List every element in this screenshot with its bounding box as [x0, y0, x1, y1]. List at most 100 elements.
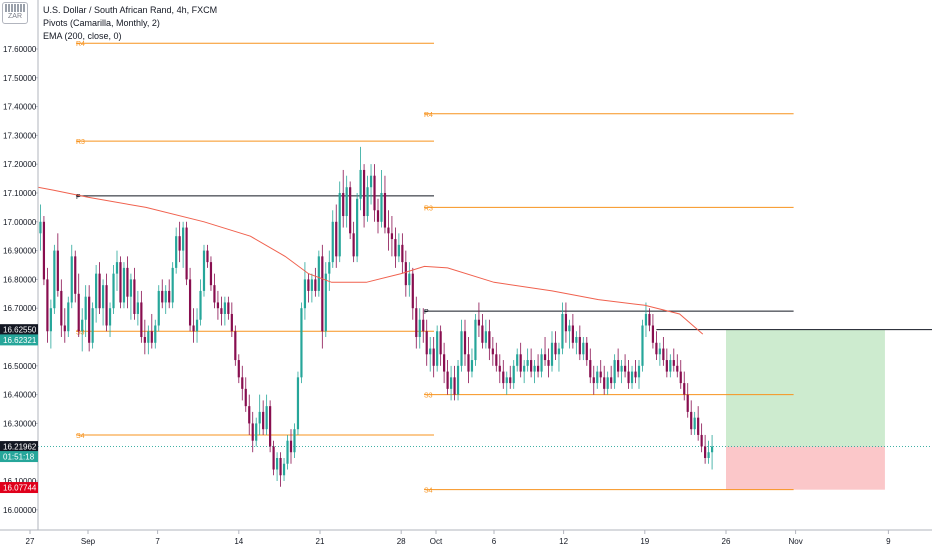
candle-body[interactable]	[655, 342, 658, 355]
candle-body[interactable]	[46, 279, 49, 332]
candle-body[interactable]	[453, 377, 456, 395]
candle-body[interactable]	[634, 371, 637, 378]
candle-body[interactable]	[610, 377, 613, 384]
candle-body[interactable]	[251, 423, 254, 441]
candle-body[interactable]	[651, 325, 655, 343]
candle-body[interactable]	[63, 325, 66, 332]
candle-body[interactable]	[620, 365, 623, 372]
candle-body[interactable]	[182, 227, 185, 251]
candle-body[interactable]	[606, 377, 609, 389]
candle-body[interactable]	[498, 365, 501, 372]
candle-body[interactable]	[648, 313, 651, 326]
candle-body[interactable]	[119, 262, 122, 303]
candle-body[interactable]	[209, 262, 213, 286]
candle-body[interactable]	[550, 342, 554, 366]
candle-body[interactable]	[686, 394, 689, 412]
candle-body[interactable]	[397, 244, 400, 257]
candle-body[interactable]	[161, 290, 164, 303]
candle-body[interactable]	[415, 308, 418, 338]
candle-body[interactable]	[60, 290, 63, 326]
candle-body[interactable]	[516, 354, 519, 366]
candle-body[interactable]	[603, 377, 606, 389]
candle-body[interactable]	[540, 354, 543, 372]
candle-body[interactable]	[286, 440, 289, 464]
candle-body[interactable]	[408, 273, 411, 286]
candle-body[interactable]	[596, 371, 599, 384]
candle-body[interactable]	[244, 388, 247, 407]
candle-body[interactable]	[523, 365, 526, 372]
candle-body[interactable]	[77, 293, 80, 332]
candle-body[interactable]	[644, 313, 648, 326]
candle-body[interactable]	[662, 348, 665, 361]
candle-body[interactable]	[105, 285, 108, 326]
candle-body[interactable]	[658, 348, 661, 355]
candle-body[interactable]	[67, 302, 70, 332]
candle-body[interactable]	[404, 262, 407, 286]
candle-body[interactable]	[467, 354, 470, 372]
candle-body[interactable]	[84, 296, 87, 320]
candle-body[interactable]	[488, 331, 491, 349]
candle-body[interactable]	[474, 319, 477, 361]
candle-body[interactable]	[585, 342, 588, 361]
candle-body[interactable]	[171, 267, 174, 303]
candle-body[interactable]	[185, 227, 188, 280]
candle-body[interactable]	[463, 331, 467, 355]
candle-body[interactable]	[49, 308, 52, 332]
candle-body[interactable]	[213, 285, 216, 303]
candle-body[interactable]	[425, 331, 428, 355]
candle-body[interactable]	[700, 434, 703, 447]
candle-body[interactable]	[439, 331, 442, 355]
candle-body[interactable]	[175, 236, 178, 268]
candle-body[interactable]	[293, 429, 296, 453]
candle-body[interactable]	[112, 273, 115, 309]
candle-body[interactable]	[195, 319, 199, 332]
candle-body[interactable]	[129, 279, 133, 297]
candle-body[interactable]	[314, 279, 317, 291]
candle-body[interactable]	[679, 371, 682, 384]
candle-body[interactable]	[126, 267, 129, 297]
time-axis[interactable]	[0, 530, 932, 550]
candle-body[interactable]	[575, 337, 578, 343]
candle-body[interactable]	[557, 348, 561, 355]
candle-body[interactable]	[502, 371, 505, 384]
candle-body[interactable]	[530, 360, 533, 372]
candle-body[interactable]	[366, 187, 369, 217]
candle-body[interactable]	[536, 365, 540, 372]
candle-body[interactable]	[88, 296, 91, 343]
candle-body[interactable]	[56, 250, 59, 291]
candle-body[interactable]	[223, 302, 226, 314]
candle-body[interactable]	[665, 360, 668, 372]
candle-body[interactable]	[220, 308, 223, 314]
candle-body[interactable]	[495, 354, 498, 366]
candle-body[interactable]	[390, 233, 394, 240]
candle-body[interactable]	[81, 319, 84, 332]
candle-body[interactable]	[188, 279, 192, 326]
candle-body[interactable]	[321, 256, 324, 332]
candle-body[interactable]	[178, 236, 181, 251]
symbol-title[interactable]: U.S. Dollar / South African Rand, 4h, FX…	[43, 5, 218, 15]
candle-body[interactable]	[547, 360, 550, 366]
candle-body[interactable]	[683, 383, 686, 395]
target-zone[interactable]	[726, 329, 885, 447]
candle-body[interactable]	[484, 331, 487, 343]
candle-body[interactable]	[481, 325, 484, 343]
candle-body[interactable]	[477, 319, 481, 326]
candle-body[interactable]	[53, 250, 56, 309]
candle-body[interactable]	[561, 313, 564, 349]
candle-body[interactable]	[710, 446, 714, 453]
candle-body[interactable]	[369, 175, 373, 188]
candle-body[interactable]	[202, 250, 206, 291]
candle-body[interactable]	[279, 457, 282, 476]
candle-body[interactable]	[359, 169, 362, 199]
candle-body[interactable]	[383, 192, 387, 228]
candle-body[interactable]	[443, 354, 446, 372]
ema-indicator-label[interactable]: EMA (200, close, 0)	[43, 31, 122, 41]
candle-body[interactable]	[39, 221, 42, 234]
candle-body[interactable]	[411, 273, 414, 309]
candle-body[interactable]	[345, 187, 348, 217]
candle-body[interactable]	[373, 175, 376, 211]
candle-body[interactable]	[617, 360, 620, 372]
candle-body[interactable]	[115, 262, 119, 274]
candle-body[interactable]	[300, 308, 303, 378]
